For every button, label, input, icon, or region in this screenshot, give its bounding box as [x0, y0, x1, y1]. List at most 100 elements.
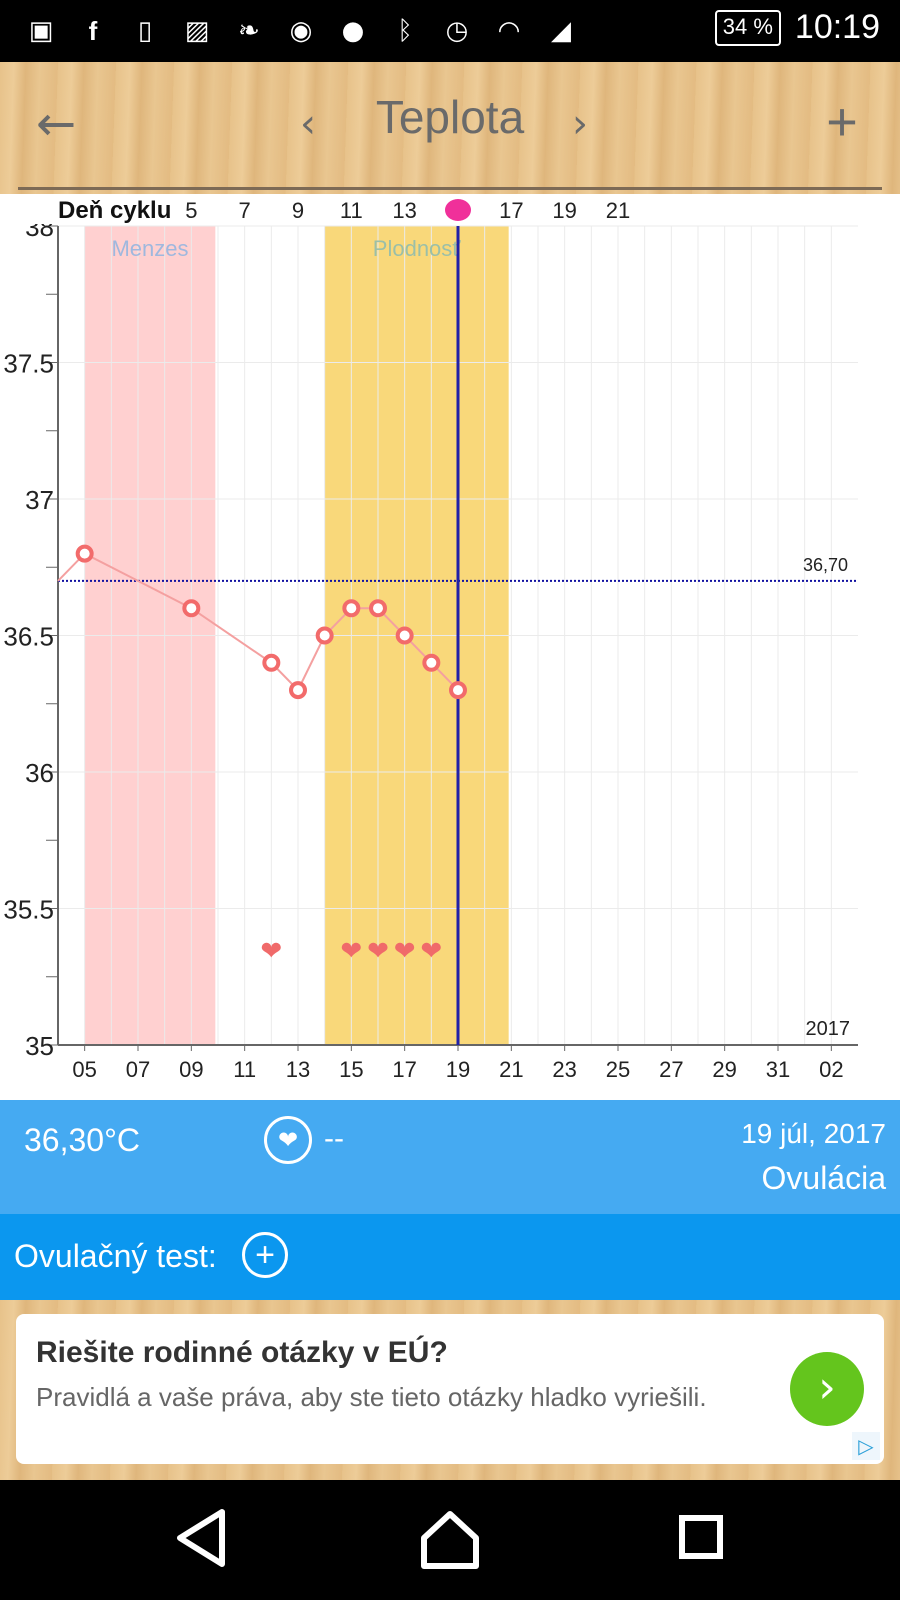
battery-indicator: 34 % [714, 9, 781, 46]
x-tick-label: 07 [126, 1057, 150, 1082]
temperature-point [369, 599, 387, 618]
nav-home-icon [421, 1511, 479, 1569]
toolbar-divider [18, 187, 882, 190]
x-tick-label: 23 [552, 1057, 576, 1082]
x-tick-label: 15 [339, 1057, 363, 1082]
intercourse-heart-icon: ❤ [420, 936, 442, 966]
temperature-point [182, 599, 201, 618]
temperature-value: 36,30°C [24, 1122, 140, 1158]
chevron-left-icon: ‹ [300, 101, 316, 147]
intercourse-heart-icon: ❤ [260, 936, 282, 966]
add-ovulation-test-button[interactable]: + [242, 1232, 288, 1278]
ovulation-test-bar: Ovulačný test: + [0, 1214, 900, 1300]
phase-band-label-1: Plodnosť [373, 236, 462, 261]
x-tick-label: 11 [233, 1057, 256, 1082]
cycle-day-label: Deň cyklu [58, 197, 171, 224]
cycle-tick-label: 9 [292, 198, 304, 223]
cycle-tick-label: 5 [185, 198, 197, 223]
alarm-icon: ◷ [445, 16, 469, 46]
x-tick-label: 02 [819, 1057, 843, 1082]
intercourse-heart-icon: ❤ [367, 936, 389, 966]
heart-icon: ❤ [277, 1126, 299, 1154]
bird-icon: ❧ [238, 16, 260, 46]
cycle-tick-label: 13 [392, 198, 416, 223]
temperature-point [289, 681, 307, 700]
intercourse-heart-icon: ❤ [340, 936, 362, 966]
cycle-tick-label: 21 [606, 198, 630, 223]
page-title: Teplota [375, 91, 525, 143]
cycle-tick-label: 11 [340, 198, 363, 223]
y-tick-label: 35.5 [3, 895, 54, 925]
x-tick-label: 25 [606, 1057, 630, 1082]
y-tick-label: 37.5 [3, 349, 54, 379]
back-button[interactable]: ← [36, 96, 92, 152]
intercourse-button[interactable]: ❤ [264, 1116, 312, 1164]
day-info-bar: 36,30°C ❤ -- 19 júl, 2017 Ovulácia [0, 1100, 900, 1214]
cycle-phase: Ovulácia [761, 1160, 887, 1196]
temperature-point [342, 599, 361, 618]
ad-text: Pravidlá a vaše práva, aby ste tieto otá… [36, 1382, 707, 1412]
nav-back-icon [177, 1509, 225, 1567]
ad-area: Riešite rodinné otázky v EÚ? Pravidlá a … [0, 1300, 900, 1480]
temperature-point [75, 544, 94, 563]
y-tick-label: 35 [25, 1031, 54, 1061]
sf-icon: ◉ [289, 16, 313, 46]
arrow-left-icon: ← [36, 96, 77, 152]
temperature-chart[interactable]: Menzes Plodnosť3535.53636.53737.53836,70❤… [0, 194, 900, 1100]
nav-recents-button[interactable] [679, 1515, 723, 1559]
nav-back-button[interactable] [177, 1509, 225, 1567]
facebook-icon: f [88, 15, 98, 46]
x-tick-label: 19 [446, 1057, 470, 1082]
intercourse-heart-icon: ❤ [394, 936, 416, 966]
toolbar: ← ‹ Teplota › + [0, 62, 900, 194]
adchoices-icon[interactable]: ▷ [852, 1432, 880, 1460]
ad-card[interactable]: Riešite rodinné otázky v EÚ? Pravidlá a … [16, 1314, 884, 1464]
ovulation-marker-icon [445, 199, 471, 221]
nav-home-button[interactable] [421, 1511, 479, 1569]
add-button[interactable]: + [814, 94, 870, 150]
barcode-icon: ● [341, 16, 365, 46]
plus-icon: + [826, 92, 858, 152]
x-tick-label: 09 [179, 1057, 203, 1082]
cycle-tick-label: 17 [499, 198, 523, 223]
temperature-point [449, 681, 467, 700]
nav-recents-icon [679, 1515, 723, 1559]
x-tick-label: 05 [72, 1057, 96, 1082]
signal-icon: ◢ [551, 16, 571, 46]
selected-date: 19 júl, 2017 [741, 1118, 886, 1149]
x-tick-label: 27 [659, 1057, 683, 1082]
ad-open-button[interactable]: › [790, 1352, 864, 1426]
ad-title: Riešite rodinné otázky v EÚ? [36, 1336, 448, 1369]
y-tick-label: 36.5 [3, 622, 54, 652]
x-tick-label: 17 [392, 1057, 416, 1082]
previous-button[interactable]: ‹ [300, 96, 330, 152]
navigation-bar [0, 1480, 900, 1600]
pocket-icon: ▯ [137, 16, 153, 46]
year-label: 2017 [806, 1018, 851, 1040]
ovulation-test-label: Ovulačný test: [14, 1238, 217, 1274]
x-tick-label: 13 [286, 1057, 310, 1082]
wifi-icon: ◠ [497, 16, 521, 46]
chevron-right-icon: › [818, 1362, 836, 1413]
cycle-tick-label: 7 [239, 198, 251, 223]
temperature-point [315, 626, 334, 645]
temperature-point [395, 626, 414, 645]
temperature-point [262, 653, 281, 672]
notification-icons: ▣ f ▯ ▨ ❧ ◉ ● ᛒ ◷ ◠ ◢ [22, 12, 580, 50]
x-tick-label: 29 [712, 1057, 736, 1082]
next-button[interactable]: › [572, 96, 602, 152]
chevron-right-icon: › [572, 101, 588, 147]
phase-band-label-0: Menzes [111, 236, 188, 261]
intercourse-value: -- [324, 1122, 344, 1155]
y-tick-label: 36 [25, 758, 54, 788]
temperature-point [422, 653, 441, 672]
x-tick-label: 21 [499, 1057, 523, 1082]
y-tick-label: 37 [25, 485, 54, 515]
plus-circle-icon: + [255, 1236, 275, 1274]
status-bar: ▣ f ▯ ▨ ❧ ◉ ● ᛒ ◷ ◠ ◢ 34 % 10:19 [0, 0, 900, 62]
chat-icon: ▣ [28, 16, 54, 46]
clock: 10:19 [794, 8, 880, 46]
average-temperature-label: 36,70 [803, 555, 848, 575]
x-tick-label: 31 [766, 1057, 790, 1082]
bluetooth-icon: ᛒ [397, 16, 413, 46]
